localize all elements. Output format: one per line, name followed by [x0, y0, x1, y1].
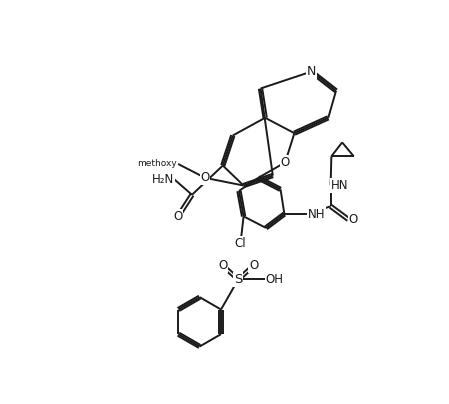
Text: NH: NH: [308, 208, 325, 221]
Text: methoxy: methoxy: [137, 160, 176, 168]
Text: O: O: [218, 259, 228, 272]
Text: O: O: [281, 156, 290, 169]
Text: N: N: [307, 65, 316, 78]
Text: H₂N: H₂N: [152, 173, 174, 186]
Text: O: O: [249, 259, 258, 272]
Text: O: O: [173, 210, 183, 223]
Text: OH: OH: [265, 273, 283, 286]
Text: HN: HN: [330, 179, 348, 192]
Text: O: O: [200, 171, 210, 184]
Text: Cl: Cl: [235, 237, 247, 250]
Text: S: S: [234, 273, 242, 286]
Text: O: O: [348, 213, 357, 226]
